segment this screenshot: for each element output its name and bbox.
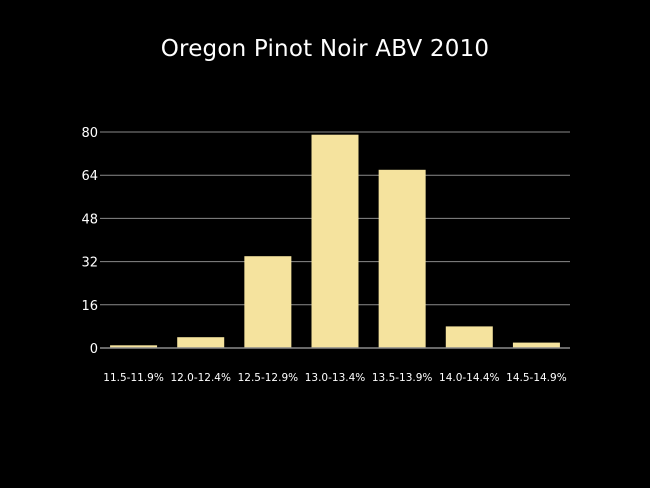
y-tick-label: 64 (81, 169, 98, 184)
y-tick-label: 48 (81, 212, 98, 227)
y-tick-label: 0 (90, 342, 98, 357)
x-tick-label: 14.0-14.4% (439, 372, 500, 384)
y-tick-label: 16 (81, 299, 98, 314)
chart-title: Oregon Pinot Noir ABV 2010 (160, 36, 490, 62)
x-tick-label: 14.5-14.9% (506, 372, 567, 384)
bars (110, 134, 560, 348)
bar-1 (110, 345, 158, 348)
y-tick-label: 80 (81, 126, 98, 141)
bar-5 (378, 169, 426, 348)
bar-2 (177, 337, 225, 348)
bar-3 (244, 256, 292, 348)
bar-4 (311, 134, 359, 348)
x-tick-label: 12.0-12.4% (170, 372, 231, 384)
y-tick-labels: 0 16 32 48 64 80 (81, 126, 98, 357)
x-tick-labels: 11.5-11.9% 12.0-12.4% 12.5-12.9% 13.0-13.4%… (103, 372, 566, 384)
x-tick-label: 11.5-11.9% (103, 372, 164, 384)
x-tick-label: 12.5-12.9% (238, 372, 299, 384)
bar-6 (445, 326, 493, 348)
bar-7 (512, 342, 560, 348)
x-tick-label: 13.5-13.9% (372, 372, 433, 384)
y-tick-label: 32 (81, 256, 98, 271)
x-tick-label: 13.0-13.4% (305, 372, 366, 384)
